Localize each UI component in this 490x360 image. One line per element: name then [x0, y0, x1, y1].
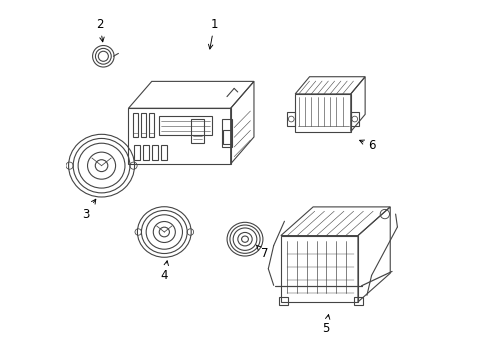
Bar: [351, 112, 359, 126]
Bar: [354, 297, 363, 305]
Text: 3: 3: [82, 199, 96, 221]
Text: 1: 1: [208, 18, 218, 49]
Bar: [143, 145, 149, 160]
Bar: [221, 120, 232, 147]
Bar: [287, 112, 295, 126]
Text: 7: 7: [256, 245, 269, 260]
Bar: [134, 145, 140, 160]
Text: 4: 4: [161, 261, 169, 282]
Bar: [279, 297, 288, 305]
Bar: [133, 113, 139, 137]
Bar: [191, 120, 204, 143]
Bar: [148, 113, 154, 137]
Text: 5: 5: [322, 315, 330, 335]
Bar: [152, 145, 158, 160]
Bar: [141, 113, 147, 137]
Bar: [159, 116, 212, 135]
Text: 2: 2: [96, 18, 104, 42]
Text: 6: 6: [360, 139, 376, 152]
Bar: [223, 130, 231, 144]
Bar: [161, 145, 167, 160]
